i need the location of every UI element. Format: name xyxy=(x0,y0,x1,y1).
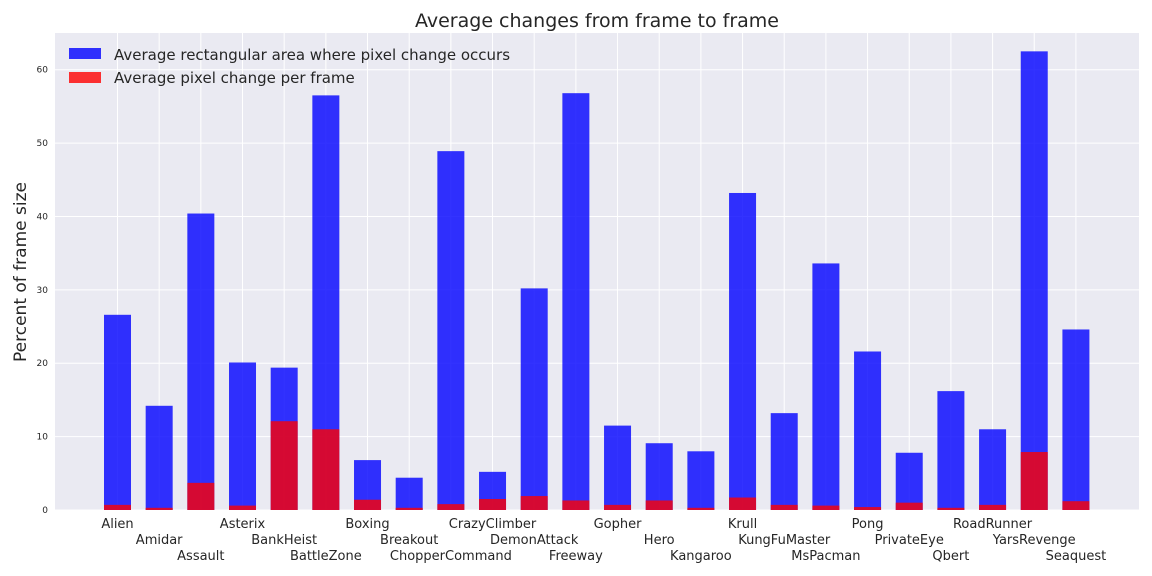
bar-area-Assault xyxy=(187,213,215,510)
bar-pixel-Hero xyxy=(645,500,673,510)
x-tick-label-Amidar: Amidar xyxy=(136,533,183,548)
x-tick-label-RoadRunner: RoadRunner xyxy=(953,517,1033,532)
bar-pixel-PrivateEye xyxy=(895,502,923,510)
bar-pixel-MsPacman xyxy=(812,505,840,510)
x-tick-label-DemonAttack: DemonAttack xyxy=(490,533,579,548)
bar-area-PrivateEye xyxy=(895,452,923,510)
bar-pixel-KungFuMaster xyxy=(770,504,798,510)
chart-title: Average changes from frame to frame xyxy=(415,10,779,32)
legend-label-pixel: Average pixel change per frame xyxy=(114,69,355,87)
x-tick-label-Gopher: Gopher xyxy=(594,517,643,532)
x-tick-label-ChopperCommand: ChopperCommand xyxy=(390,549,512,564)
x-tick-label-Freeway: Freeway xyxy=(549,549,603,564)
legend-label-area: Average rectangular area where pixel cha… xyxy=(114,46,510,64)
y-tick-label: 0 xyxy=(42,506,48,516)
y-tick-label: 30 xyxy=(37,286,49,296)
bar-area-Krull xyxy=(729,192,757,510)
bar-pixel-Pong xyxy=(854,507,882,510)
x-tick-label-MsPacman: MsPacman xyxy=(791,549,860,564)
x-tick-label-CrazyClimber: CrazyClimber xyxy=(449,517,537,532)
bar-pixel-Qbert xyxy=(937,507,965,510)
bar-pixel-Alien xyxy=(104,504,131,510)
bar-pixel-Gopher xyxy=(604,504,632,510)
bar-area-YarsRevenge xyxy=(1020,51,1048,510)
bar-pixel-Amidar xyxy=(145,507,173,510)
y-tick-label: 50 xyxy=(37,139,49,149)
x-tick-label-Krull: Krull xyxy=(728,517,757,532)
bar-area-Pong xyxy=(854,351,882,510)
bar-pixel-ChopperCommand xyxy=(437,504,465,510)
bar-area-Kangaroo xyxy=(687,451,715,510)
bars xyxy=(104,51,1090,510)
x-tick-label-Hero: Hero xyxy=(644,533,675,548)
x-tick-label-Pong: Pong xyxy=(852,517,884,532)
bar-area-Breakout xyxy=(395,477,423,510)
bar-pixel-Seaquest xyxy=(1062,501,1090,510)
bar-pixel-DemonAttack xyxy=(520,496,548,510)
y-tick-label: 20 xyxy=(37,359,49,369)
x-tick-label-Assault: Assault xyxy=(177,549,224,564)
y-tick-label: 40 xyxy=(37,212,49,222)
x-tick-label-Kangaroo: Kangaroo xyxy=(670,549,732,564)
bar-area-DemonAttack xyxy=(520,288,548,510)
bar-pixel-BattleZone xyxy=(312,429,340,510)
y-tick-label: 60 xyxy=(37,66,49,76)
y-tick-labels: 0 10 20 30 40 50 60 xyxy=(37,66,49,516)
x-tick-label-Seaquest: Seaquest xyxy=(1046,549,1107,564)
bar-area-Qbert xyxy=(937,391,965,510)
legend-swatch-area xyxy=(69,48,101,59)
bar-pixel-YarsRevenge xyxy=(1020,452,1048,510)
y-tick-label: 10 xyxy=(37,433,49,443)
bar-area-Asterix xyxy=(229,362,257,510)
bar-area-Alien xyxy=(104,314,131,510)
bar-area-Amidar xyxy=(145,405,173,510)
bar-pixel-CrazyClimber xyxy=(479,498,507,510)
x-tick-label-Breakout: Breakout xyxy=(380,533,438,548)
bar-pixel-Kangaroo xyxy=(687,507,715,510)
x-tick-label-BankHeist: BankHeist xyxy=(251,533,317,548)
bar-pixel-RoadRunner xyxy=(979,504,1007,510)
bar-pixel-Breakout xyxy=(395,507,423,510)
bar-area-RoadRunner xyxy=(979,429,1007,510)
x-tick-label-Boxing: Boxing xyxy=(345,517,389,532)
x-tick-label-YarsRevenge: YarsRevenge xyxy=(992,533,1076,548)
bar-area-Freeway xyxy=(562,93,590,510)
x-tick-label-Asterix: Asterix xyxy=(220,517,266,532)
bar-area-MsPacman xyxy=(812,263,840,510)
x-tick-label-Alien: Alien xyxy=(101,517,133,532)
bar-area-Gopher xyxy=(604,425,632,510)
y-axis-label: Percent of frame size xyxy=(11,182,31,362)
bar-area-ChopperCommand xyxy=(437,151,465,510)
bar-area-Hero xyxy=(645,443,673,510)
bar-pixel-Boxing xyxy=(354,499,382,510)
legend: Average rectangular area where pixel cha… xyxy=(69,46,510,87)
x-tick-label-BattleZone: BattleZone xyxy=(290,549,362,564)
plot-background xyxy=(55,33,1139,510)
bar-area-KungFuMaster xyxy=(770,413,798,510)
bar-pixel-BankHeist xyxy=(270,421,298,510)
bar-area-Seaquest xyxy=(1062,329,1090,510)
x-tick-label-KungFuMaster: KungFuMaster xyxy=(738,533,831,548)
legend-swatch-pixel xyxy=(69,72,101,83)
bar-pixel-Freeway xyxy=(562,500,590,510)
x-tick-label-Qbert: Qbert xyxy=(932,549,969,564)
bar-pixel-Assault xyxy=(187,482,215,510)
bar-pixel-Asterix xyxy=(229,505,257,510)
x-tick-label-PrivateEye: PrivateEye xyxy=(875,533,944,548)
bar-pixel-Krull xyxy=(729,497,757,510)
